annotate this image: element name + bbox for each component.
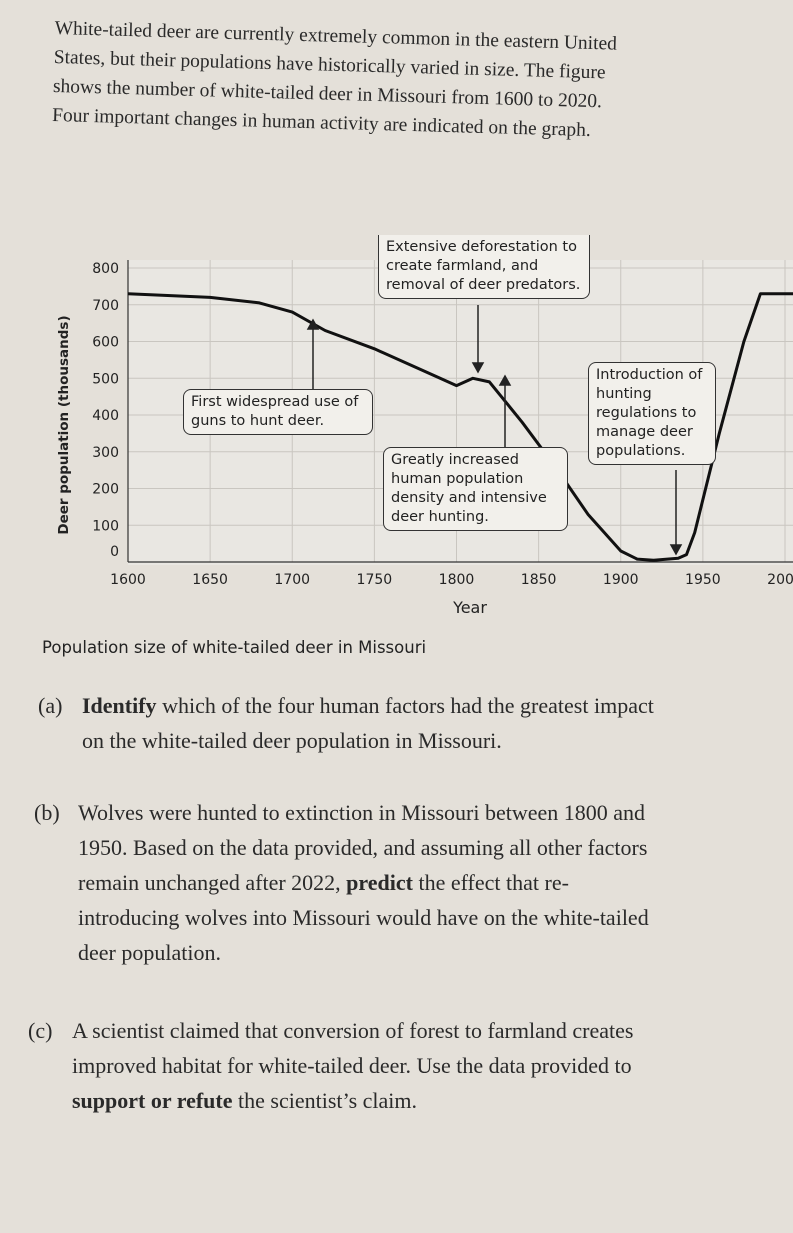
question-label: (a)	[38, 693, 63, 718]
annotation: Extensive deforestation to create farmla…	[378, 235, 590, 299]
x-tick-label: 1950	[685, 572, 721, 588]
question: (c) A scientist claimed that conversion o…	[28, 1013, 662, 1118]
chart-caption: Population size of white-tailed deer in …	[42, 638, 427, 657]
question-bold: predict	[346, 870, 413, 895]
question-after: which of the four human factors had the …	[82, 693, 654, 753]
y-tick-label: 400	[92, 408, 119, 424]
y-tick-label: 600	[92, 335, 119, 351]
annotation: First widespread use of guns to hunt dee…	[183, 389, 373, 435]
question-before: A scientist claimed that conversion of f…	[72, 1018, 634, 1078]
y-axis-label: Deer population (thousands)	[56, 315, 72, 534]
arrow-head	[669, 544, 683, 556]
y-tick-label: 300	[92, 445, 119, 461]
y-tick-label: 500	[92, 371, 119, 387]
x-tick-label: 1800	[439, 572, 475, 588]
intro-text: White-tailed deer are currently extremel…	[51, 17, 618, 142]
y-tick-label: 700	[92, 298, 119, 314]
annotation: Greatly increased human population densi…	[383, 447, 568, 531]
question-bold: Identify	[82, 693, 157, 718]
question-label: (c)	[28, 1018, 53, 1043]
arrow-head	[498, 374, 512, 386]
question: (a) Identify which of the four human fact…	[38, 688, 672, 758]
question: (b) Wolves were hunted to extinction in M…	[34, 795, 668, 970]
y-tick-label: 100	[92, 518, 119, 534]
x-tick-label: 1650	[192, 572, 228, 588]
y-tick-label: 0	[110, 544, 119, 560]
question-after: the effect that re-introducing wolves in…	[78, 870, 649, 965]
question-after: the scientist’s claim.	[232, 1088, 418, 1113]
arrow-head	[306, 318, 320, 330]
arrows	[306, 305, 683, 556]
x-axis-label: Year	[452, 598, 487, 617]
question-label: (b)	[34, 800, 60, 825]
arrow-head	[471, 362, 485, 374]
y-tick-label: 800	[92, 261, 119, 277]
x-tick-label: 2000	[767, 572, 793, 588]
annotation: Introduction of hunting regulations to m…	[588, 362, 716, 465]
question-bold: support or refute	[72, 1088, 233, 1113]
x-tick-label: 1700	[274, 572, 310, 588]
x-tick-label: 1750	[357, 572, 393, 588]
x-tick-label: 1600	[110, 572, 146, 588]
y-tick-label: 200	[92, 482, 119, 498]
x-tick-label: 1850	[521, 572, 557, 588]
x-tick-label: 1900	[603, 572, 639, 588]
question-before: Wolves were hunted to extinction in Miss…	[78, 800, 648, 895]
